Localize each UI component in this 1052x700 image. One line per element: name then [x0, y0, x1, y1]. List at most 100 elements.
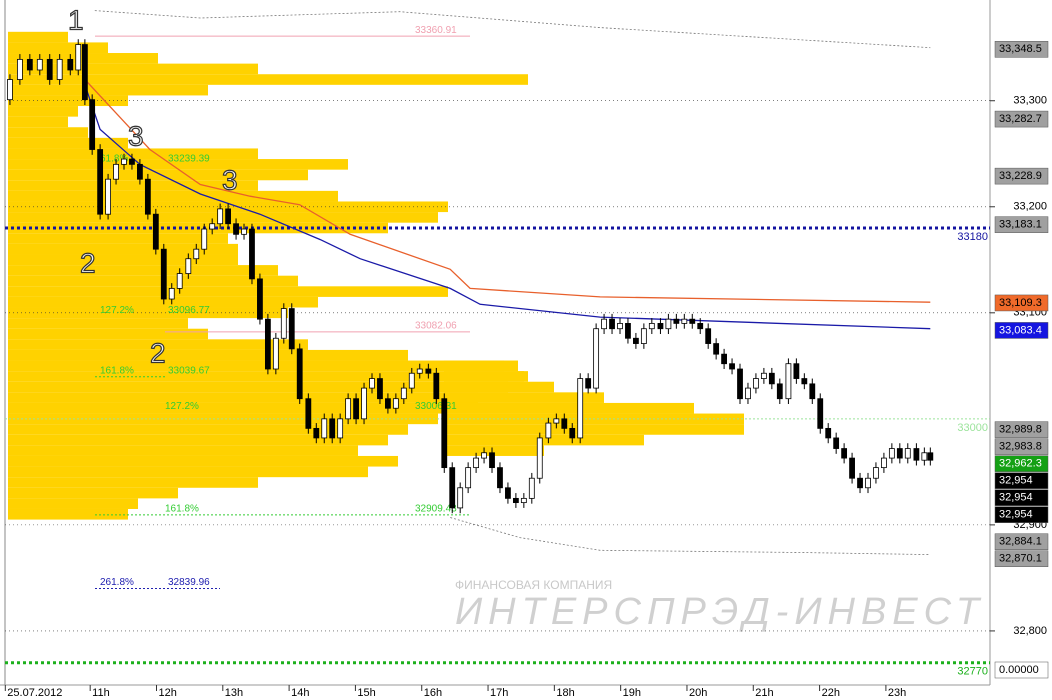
candle-body	[353, 398, 359, 420]
candle-body	[7, 79, 13, 101]
candle-body	[753, 378, 759, 389]
candle-body	[473, 457, 480, 469]
volume-profile-bar	[8, 180, 258, 191]
price-marker-label: 32,989.8	[999, 424, 1042, 436]
candle-body	[457, 487, 464, 509]
candle-body	[137, 163, 143, 180]
volume-profile-bar	[8, 31, 68, 43]
x-tick-label: 18h	[556, 687, 574, 699]
watermark-caption: ФИНАНСОВАЯ КОМПАНИЯ	[455, 578, 612, 592]
fib-price: 33082.06	[415, 320, 457, 331]
volume-profile-bar	[8, 137, 128, 149]
volume-profile-bar	[8, 424, 408, 435]
price-marker	[994, 216, 1049, 233]
candle-body	[201, 228, 208, 250]
volume-profile-bar	[444, 434, 644, 446]
candle-body	[36, 58, 43, 71]
candle-body	[377, 378, 383, 400]
candle-body	[193, 248, 200, 260]
candle-body	[497, 467, 503, 489]
candle-body	[152, 213, 159, 250]
price-marker	[994, 550, 1049, 567]
candle-body	[185, 258, 192, 274]
candle-body	[67, 58, 74, 71]
volume-profile-bar	[8, 477, 258, 488]
volume-profile-bar	[8, 84, 208, 96]
candle-body	[633, 337, 639, 344]
fib-price: 32909.43	[415, 504, 457, 515]
candle-body	[785, 363, 792, 400]
candle-body	[113, 163, 119, 180]
volume-profile-bar	[8, 42, 108, 54]
volume-profile-bar	[8, 296, 318, 308]
x-tick-label: 20h	[689, 687, 707, 699]
candle-body	[288, 308, 295, 350]
candle-body	[209, 223, 216, 230]
volume-profile-bar	[8, 190, 338, 202]
price-marker	[994, 472, 1049, 489]
volume-profile-bar	[8, 74, 528, 85]
volume-profile-bar	[8, 243, 238, 255]
volume-profile-bar	[8, 498, 138, 509]
fib-ratio: 127.2%	[100, 305, 134, 316]
fib-price: 33360.91	[415, 25, 457, 36]
candle-body	[801, 378, 808, 385]
fib-ratio: 261.8%	[100, 577, 134, 588]
fib-price: 33039.67	[168, 365, 210, 376]
candle-body	[26, 58, 33, 71]
candle-body	[721, 353, 727, 365]
candle-body	[280, 308, 287, 339]
candle-body	[425, 368, 432, 374]
candle-body	[768, 372, 775, 385]
candle-body	[809, 383, 816, 400]
candle-body	[625, 323, 631, 339]
candle-body	[673, 318, 680, 324]
level-label: 32770	[957, 666, 988, 678]
volume-profile-bar	[444, 402, 694, 414]
candle-body	[345, 398, 352, 420]
fib-price: 32839.96	[168, 577, 210, 588]
bottom-marker-box	[994, 661, 1049, 679]
volume-profile-bar	[444, 371, 524, 382]
candle-body	[321, 418, 328, 439]
wave-label: 3	[128, 120, 144, 151]
price-marker	[994, 41, 1049, 58]
x-tick-label: 17h	[490, 687, 508, 699]
price-marker	[994, 489, 1049, 506]
fib-ratio: 127.2%	[165, 401, 199, 412]
y-tick-label: 32,800	[1013, 625, 1047, 637]
candle-body	[329, 418, 336, 439]
candle-body	[16, 58, 23, 80]
level-label: 33000	[957, 422, 988, 434]
candle-body	[337, 418, 344, 439]
candle-body	[264, 318, 271, 370]
candle-body	[81, 44, 88, 101]
price-marker-label: 32,870.1	[999, 553, 1042, 565]
candle-body	[865, 477, 871, 489]
candle-body	[441, 398, 448, 469]
candle-body	[296, 348, 303, 400]
volume-profile-bar	[8, 455, 398, 467]
candle-body	[97, 149, 104, 215]
price-marker	[994, 455, 1049, 472]
volume-profile-bar	[8, 127, 88, 138]
price-marker	[994, 110, 1049, 128]
fib-price: 33096.77	[168, 305, 210, 316]
price-marker	[994, 506, 1049, 523]
volume-profile-bar	[8, 371, 528, 382]
candle-body	[46, 58, 53, 80]
price-marker-label: 32,954	[999, 509, 1033, 521]
candle-body	[927, 452, 934, 461]
candle-body	[921, 452, 928, 461]
fib-price: 33006.31	[415, 401, 457, 412]
volume-profile-bar	[8, 307, 288, 319]
volume-profile-bar	[8, 106, 78, 117]
indicator-line	[84, 84, 931, 330]
candle-body	[385, 398, 391, 409]
candle-body	[697, 323, 704, 330]
volume-profile-bar	[8, 169, 308, 181]
volume-profile-bar	[8, 339, 308, 350]
candle-body	[56, 58, 63, 80]
candle-body	[745, 387, 751, 400]
candle-body	[593, 328, 600, 389]
